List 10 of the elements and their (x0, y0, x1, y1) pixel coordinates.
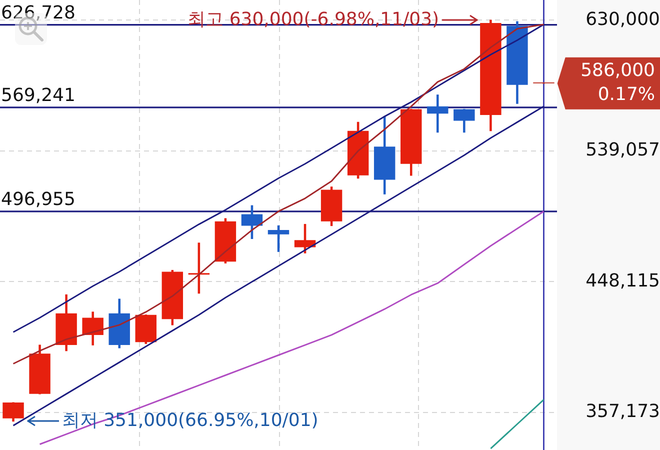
y-tick-label: 448,115 (586, 270, 660, 292)
ref-line-label: 626,728 (1, 2, 76, 24)
candlestick (427, 94, 448, 133)
y-tick-label: 630,000 (586, 8, 660, 30)
y-tick-label: 539,057 (586, 140, 660, 161)
text: 586,000 0.17% (580, 60, 655, 106)
annotation: 최저 351,000(66.95%,10/01) (62, 410, 318, 431)
y-tick-label: 357,173 (586, 401, 660, 422)
ref-line-label: 496,955 (1, 189, 76, 210)
ref-line-label: 569,241 (1, 85, 76, 106)
